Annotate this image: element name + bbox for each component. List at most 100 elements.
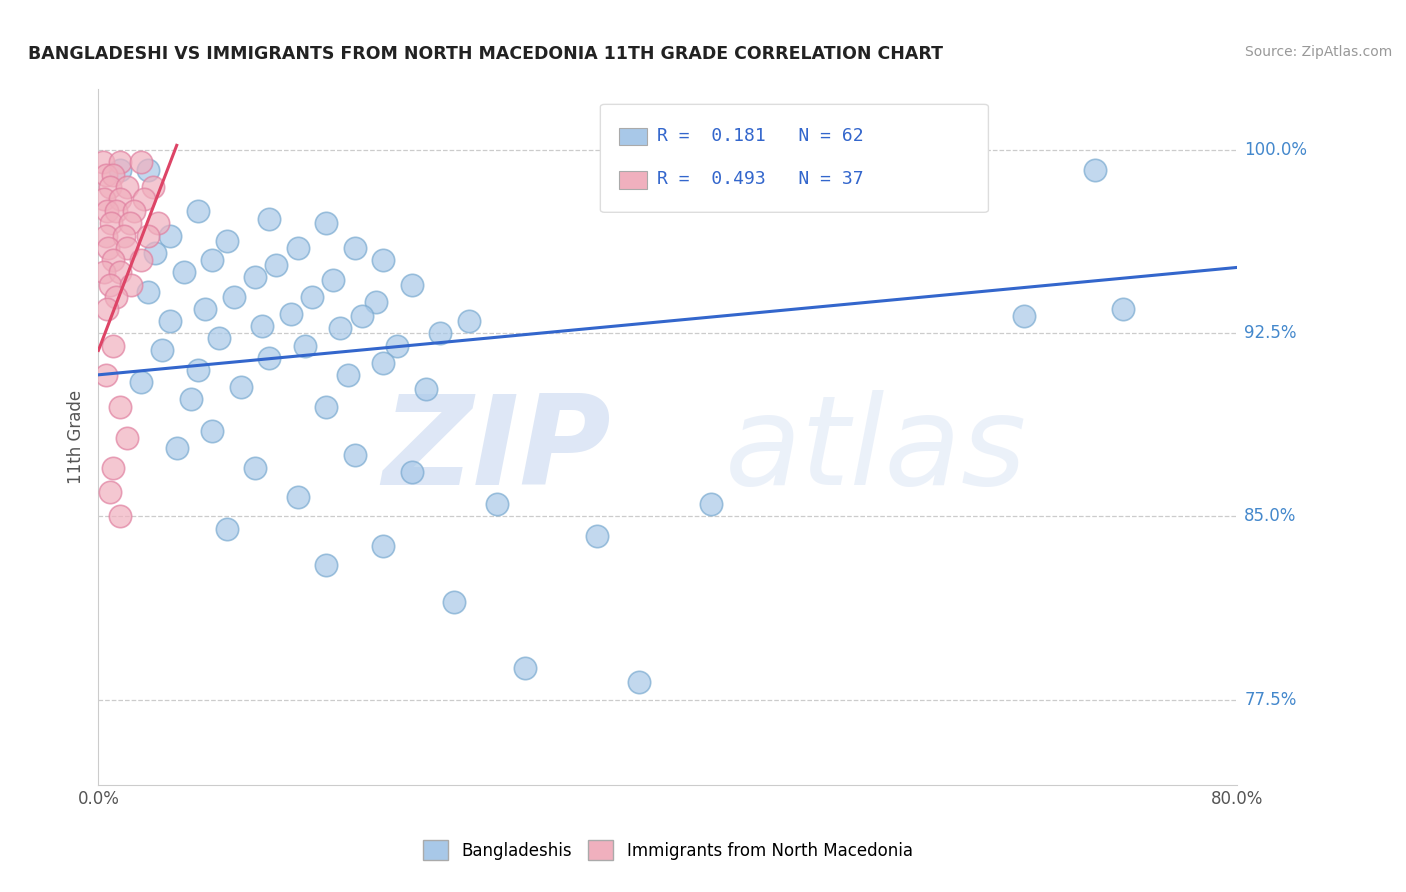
Point — [429, 326, 451, 341]
Point — [415, 383, 437, 397]
Point — [118, 217, 141, 231]
Point — [98, 179, 121, 194]
Point — [136, 285, 159, 299]
Point — [104, 204, 127, 219]
Point — [301, 290, 323, 304]
Point — [101, 253, 124, 268]
Point — [136, 162, 159, 177]
Point — [457, 314, 479, 328]
Point — [870, 162, 893, 177]
Point — [159, 314, 181, 328]
Text: 100.0%: 100.0% — [1244, 141, 1308, 160]
Point — [187, 204, 209, 219]
Point — [350, 310, 373, 324]
Point — [215, 234, 238, 248]
Point — [173, 265, 195, 279]
Point — [98, 485, 121, 500]
Point — [343, 449, 366, 463]
Point — [243, 460, 266, 475]
Text: ZIP: ZIP — [382, 391, 612, 511]
Point — [585, 529, 607, 543]
Point — [250, 318, 273, 333]
Point — [132, 192, 155, 206]
Point — [94, 368, 117, 382]
Text: Source: ZipAtlas.com: Source: ZipAtlas.com — [1244, 45, 1392, 59]
Point — [1012, 310, 1035, 324]
Point — [401, 466, 423, 480]
Point — [1112, 301, 1135, 316]
Point — [215, 522, 238, 536]
Point — [315, 558, 337, 573]
Point — [96, 301, 118, 316]
Point — [93, 265, 115, 279]
Point — [115, 431, 138, 445]
Point — [101, 168, 124, 182]
Point — [129, 155, 152, 169]
Point — [201, 424, 224, 438]
Point — [401, 277, 423, 292]
Point — [108, 192, 131, 206]
Point — [201, 253, 224, 268]
Point — [515, 661, 537, 675]
Point — [194, 301, 217, 316]
Point — [129, 375, 152, 389]
Point — [129, 253, 152, 268]
Point — [259, 351, 281, 365]
Point — [699, 497, 721, 511]
Point — [145, 245, 167, 260]
Text: R =  0.493   N = 37: R = 0.493 N = 37 — [657, 170, 863, 188]
Point — [259, 211, 281, 226]
Point — [343, 241, 366, 255]
Point — [166, 441, 188, 455]
Point — [97, 241, 120, 255]
Y-axis label: 11th Grade: 11th Grade — [67, 390, 86, 484]
Point — [152, 343, 174, 358]
Legend: Bangladeshis, Immigrants from North Macedonia: Bangladeshis, Immigrants from North Mace… — [416, 833, 920, 867]
Point — [115, 179, 138, 194]
Point — [486, 497, 509, 511]
Text: 92.5%: 92.5% — [1244, 325, 1296, 343]
Point — [287, 241, 309, 255]
Point — [443, 595, 465, 609]
Point — [229, 380, 252, 394]
Point — [628, 675, 651, 690]
Point — [159, 228, 181, 243]
Text: 85.0%: 85.0% — [1244, 508, 1296, 525]
Point — [336, 368, 359, 382]
Point — [94, 228, 117, 243]
Point — [222, 290, 245, 304]
Point — [108, 155, 131, 169]
Point — [280, 307, 302, 321]
Point — [108, 509, 131, 524]
Text: BANGLADESHI VS IMMIGRANTS FROM NORTH MACEDONIA 11TH GRADE CORRELATION CHART: BANGLADESHI VS IMMIGRANTS FROM NORTH MAC… — [28, 45, 943, 62]
Point — [108, 162, 131, 177]
Point — [187, 363, 209, 377]
Point — [180, 392, 202, 407]
Point — [315, 400, 337, 414]
Point — [108, 400, 131, 414]
Point — [243, 270, 266, 285]
Text: 77.5%: 77.5% — [1244, 690, 1296, 708]
Point — [120, 277, 142, 292]
Point — [122, 204, 145, 219]
Point — [94, 168, 117, 182]
Point — [266, 258, 288, 272]
Point — [96, 204, 118, 219]
Point — [329, 321, 352, 335]
Point — [208, 331, 231, 345]
Point — [1084, 162, 1107, 177]
Text: R =  0.181   N = 62: R = 0.181 N = 62 — [657, 127, 863, 145]
Point — [93, 192, 115, 206]
Point — [371, 356, 394, 370]
Text: atlas: atlas — [725, 391, 1026, 511]
Point — [364, 294, 387, 309]
Point — [136, 228, 159, 243]
Point — [294, 338, 316, 352]
Point — [371, 539, 394, 553]
Point — [371, 253, 394, 268]
Point — [101, 338, 124, 352]
Point — [112, 228, 135, 243]
Point — [287, 490, 309, 504]
Point — [98, 277, 121, 292]
Point — [115, 241, 138, 255]
